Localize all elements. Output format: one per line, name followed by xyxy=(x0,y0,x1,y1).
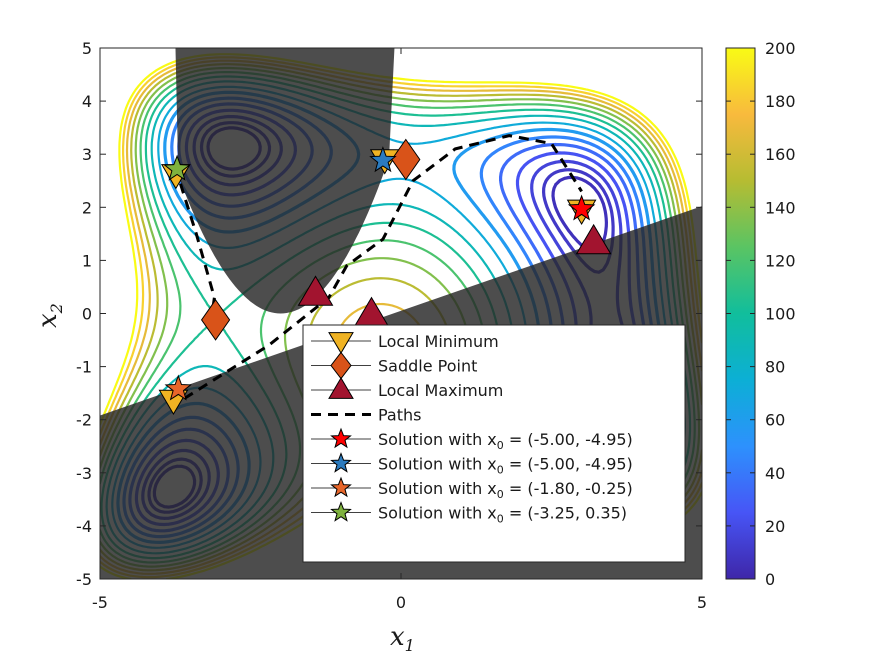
legend-entry: Solution with x0 = (-5.00, -4.95) xyxy=(311,452,633,477)
markers-layer xyxy=(158,138,612,416)
legend-entry: Solution with x0 = (-3.25, 0.35) xyxy=(311,501,627,526)
y-tick-label: 2 xyxy=(82,198,92,217)
y-tick-label: 0 xyxy=(82,305,92,324)
y-axis-label: x2 xyxy=(33,303,66,328)
legend-entry: Local Maximum xyxy=(311,377,503,400)
colorbar-tick-label: 60 xyxy=(765,411,785,430)
colorbar-tick-label: 100 xyxy=(765,305,796,324)
legend-label: Solution with x0 = (-5.00, -4.95) xyxy=(378,430,633,452)
y-tick-label: 1 xyxy=(82,251,92,270)
local-maximum-marker xyxy=(297,275,334,306)
legend-label: Solution with x0 = (-3.25, 0.35) xyxy=(378,504,627,526)
saddle-point-marker xyxy=(391,138,421,181)
local-maximum-marker xyxy=(575,223,612,255)
colorbar-tick-label: 140 xyxy=(765,198,796,217)
colorbar-tick-label: 160 xyxy=(765,145,796,164)
legend-box xyxy=(302,324,686,563)
legend-marker-triangle-down xyxy=(328,332,354,354)
solution-marker xyxy=(164,374,192,401)
shaded-region-parabola xyxy=(175,48,395,314)
colorbar-tick-label: 0 xyxy=(765,570,775,589)
solution-marker xyxy=(567,194,596,221)
colorbar-tick-label: 200 xyxy=(765,39,796,58)
legend-entry: Local Minimum xyxy=(311,332,499,354)
solution-marker xyxy=(163,154,191,181)
legend: Local Minimum Saddle Point Local Maximum Pa… xyxy=(302,324,686,563)
colorbar-tick-label: 120 xyxy=(765,251,796,270)
x-tick-label: 0 xyxy=(396,593,406,612)
colorbar-tick-label: 40 xyxy=(765,464,785,483)
legend-entry: Solution with x0 = (-1.80, -0.25) xyxy=(311,476,633,501)
legend-marker-star xyxy=(330,452,352,473)
paths-layer xyxy=(173,134,583,400)
y-tick-label: -2 xyxy=(76,411,92,430)
y-tick-label: -4 xyxy=(76,517,92,536)
colorbar-tick-label: 180 xyxy=(765,92,796,111)
colorbar-tick-label: 80 xyxy=(765,358,785,377)
legend-label: Local Minimum xyxy=(378,332,499,351)
legend-label: Saddle Point xyxy=(378,357,477,376)
solution-marker xyxy=(369,146,397,173)
path-line xyxy=(173,167,216,320)
saddle-point-marker xyxy=(200,299,231,341)
colorbar-tick-label: 20 xyxy=(765,517,785,536)
y-tick-label: -1 xyxy=(76,358,92,377)
legend-marker-star xyxy=(330,476,352,498)
y-tick-label: -5 xyxy=(76,570,92,589)
x-tick-label: -5 xyxy=(92,593,108,612)
legend-marker-star xyxy=(330,427,352,449)
legend-label: Local Maximum xyxy=(378,381,503,400)
y-tick-label: -3 xyxy=(76,464,92,483)
x-axis-ticks: -5 0 5 xyxy=(92,48,707,612)
legend-label: Solution with x0 = (-1.80, -0.25) xyxy=(378,479,633,501)
x-axis-label: x1 xyxy=(390,622,415,655)
y-axis-ticks: 5 4 3 2 1 0 -1 -2 -3 -4 -5 xyxy=(76,39,702,589)
legend-label: Paths xyxy=(378,406,421,425)
y-tick-label: 5 xyxy=(82,39,92,58)
legend-marker-triangle-up xyxy=(328,377,354,399)
legend-marker-star xyxy=(330,501,352,522)
path-line xyxy=(183,134,583,400)
legend-entry: Paths xyxy=(311,406,421,425)
legend-entry: Saddle Point xyxy=(311,351,477,380)
legend-entry: Solution with x0 = (-5.00, -4.95) xyxy=(311,427,633,452)
y-tick-label: 3 xyxy=(82,145,92,164)
legend-label: Solution with x0 = (-5.00, -4.95) xyxy=(378,455,633,477)
y-tick-label: 4 xyxy=(82,92,92,111)
x-tick-label: 5 xyxy=(697,593,707,612)
